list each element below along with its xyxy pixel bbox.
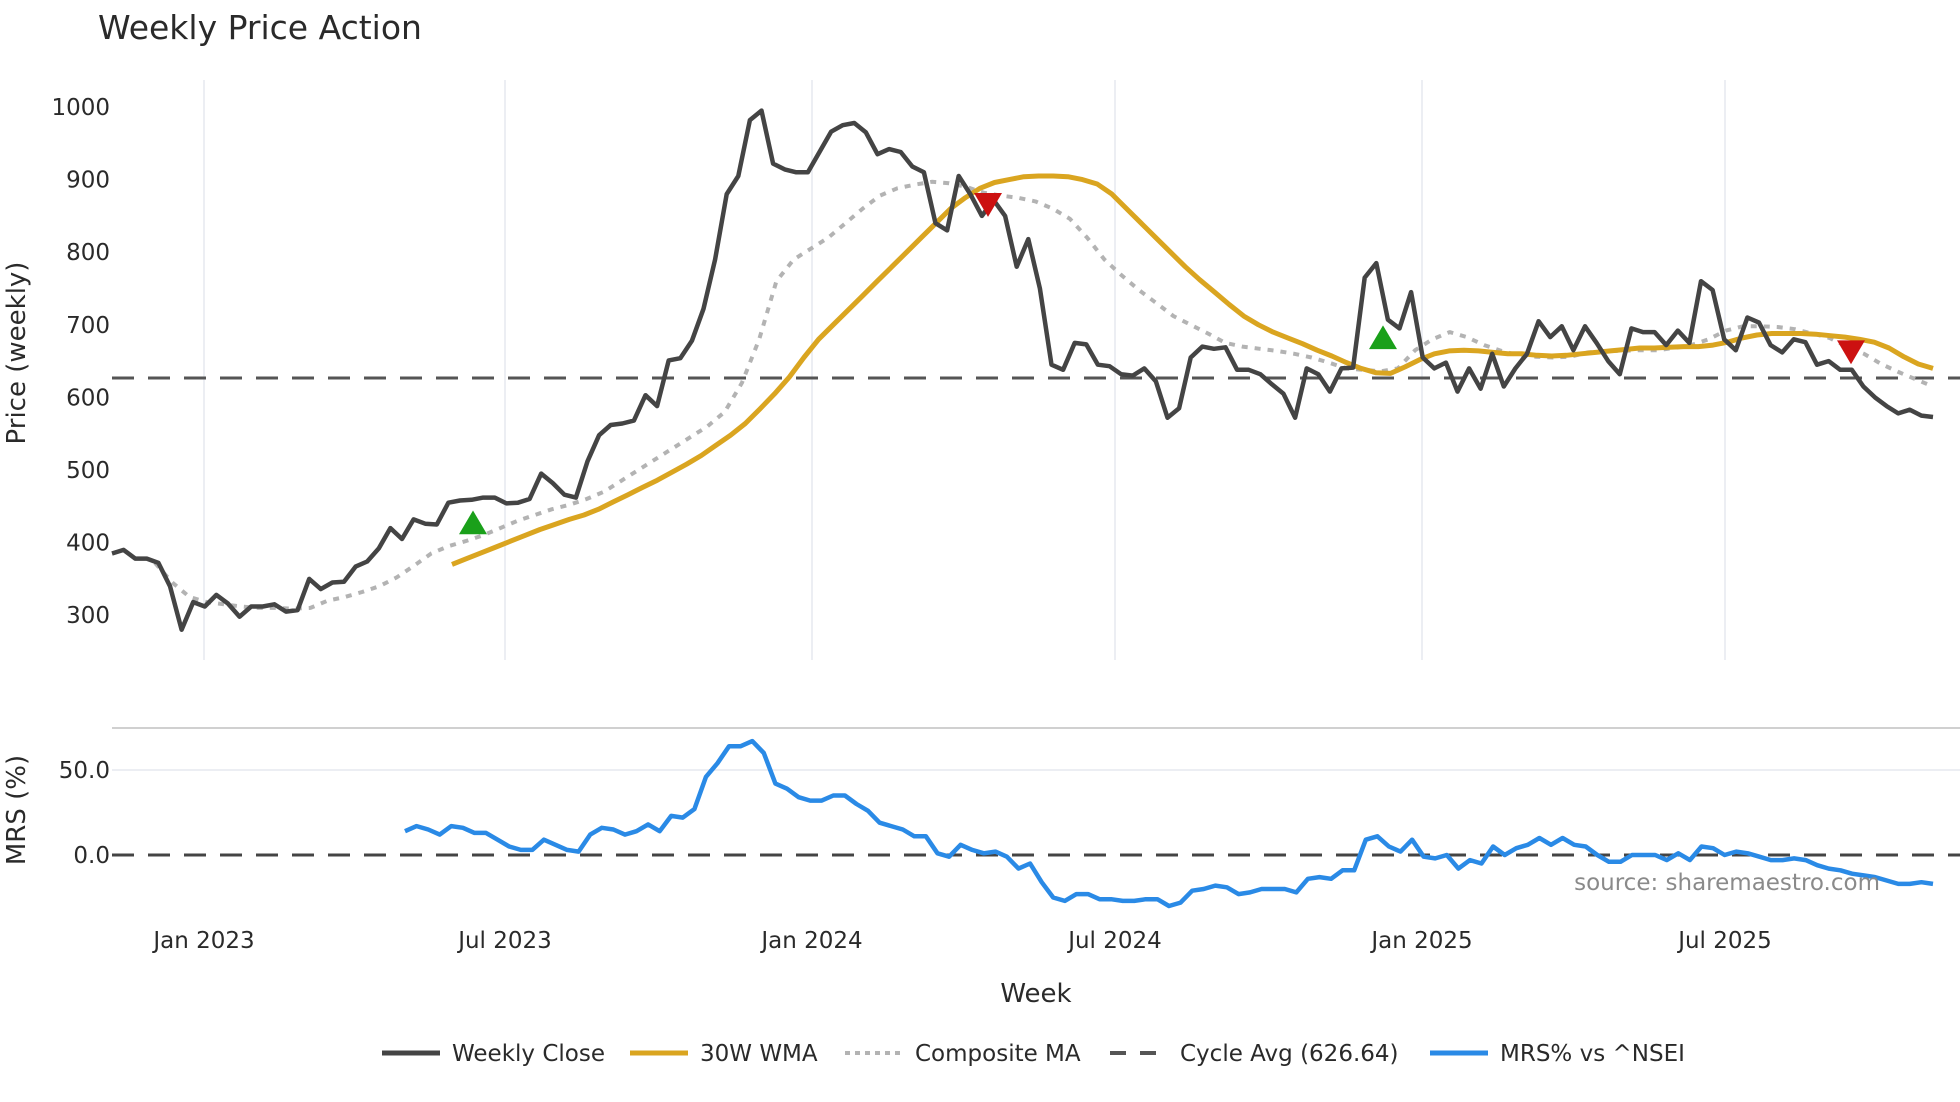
x-tick-label: Jul 2025 [1676,928,1772,954]
x-tick-label: Jan 2024 [759,928,862,954]
price-y-tick-label: 700 [66,313,110,339]
mrs-line [404,738,1934,909]
legend-label: Composite MA [915,1041,1081,1067]
legend-label: Cycle Avg (626.64) [1180,1041,1399,1067]
price-y-tick-label: 900 [66,168,110,194]
chart-title: Weekly Price Action [98,8,422,47]
buy-signal-triangle-up-icon [459,510,487,535]
wma-30w-line [451,173,1934,567]
sell-signal-triangle-down-icon [1837,340,1865,365]
price-y-ticks: 300 400 500 600 700 800 900 1000 [51,95,110,629]
buy-signal-triangle-up-icon [1369,325,1397,350]
legend-label: 30W WMA [700,1041,818,1067]
price-series [111,108,1934,632]
mrs-y-tick-label: 50.0 [59,758,110,784]
mrs-y-tick-label: 0.0 [73,843,110,869]
price-gridlines [203,80,1726,660]
price-y-tick-label: 1000 [51,95,110,121]
mrs-y-axis-label: MRS (%) [2,755,32,865]
signal-markers [459,193,1865,535]
x-tick-label: Jan 2023 [151,928,254,954]
x-tick-label: Jul 2024 [1066,928,1162,954]
legend-label: Weekly Close [452,1041,605,1067]
weekly-close-line [111,108,1934,632]
sell-signal-triangle-down-icon [974,193,1002,217]
chart-legend: Weekly Close 30W WMA Composite MA Cycle Avg… [382,1041,1685,1067]
legend-label: MRS% vs ^NSEI [1500,1041,1685,1067]
mrs-y-ticks: 0.0 50.0 [59,758,110,869]
x-axis-label: Week [1000,979,1071,1009]
x-tick-label: Jan 2025 [1369,928,1472,954]
price-y-tick-label: 400 [66,531,110,557]
composite-ma-line [153,179,1934,611]
price-y-tick-label: 600 [66,385,110,411]
x-axis-ticks: Jan 2023 Jul 2023 Jan 2024 Jul 2024 Jan 2025… [151,928,1771,954]
price-y-tick-label: 500 [66,458,110,484]
source-attribution: source: sharemaestro.com [1574,870,1880,896]
x-tick-label: Jul 2023 [456,928,552,954]
mrs-series [404,738,1934,909]
price-y-tick-label: 300 [66,603,110,629]
price-y-tick-label: 800 [66,240,110,266]
price-y-axis-label: Price (weekly) [2,262,32,445]
